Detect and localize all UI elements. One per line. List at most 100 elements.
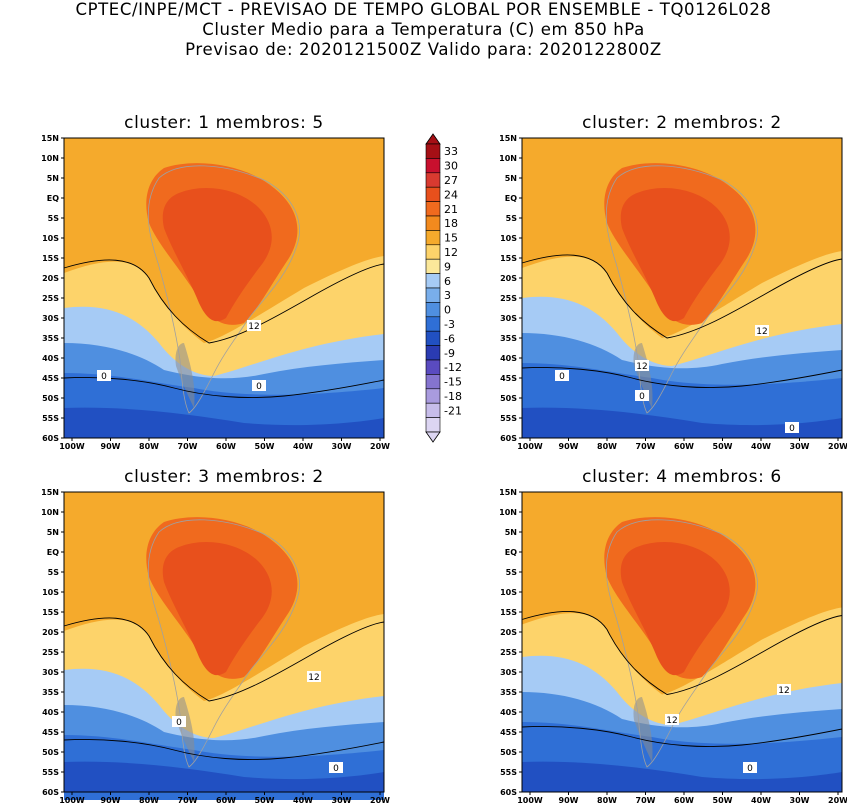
contour-label: 12 <box>308 673 319 683</box>
lat-tick-label: 30S <box>500 668 517 677</box>
contour-line-0 <box>63 739 385 761</box>
contour-label: 0 <box>747 764 753 774</box>
map-area: 12 12 0 15N 10N 5N EQ 5S 10S 15S 20S 25S 30S 35S 40S 45… <box>499 488 847 805</box>
colorbar-label: 24 <box>444 188 458 201</box>
contour-label: 12 <box>666 716 677 726</box>
colorbar-label: 15 <box>444 232 458 245</box>
colorbar-label: -3 <box>444 318 455 331</box>
contour-label: 12 <box>778 686 789 696</box>
colorbar-swatch <box>425 201 441 217</box>
colorbar-swatch <box>425 230 441 246</box>
lat-tick-label: EQ <box>47 548 59 557</box>
colorbar-swatch <box>425 302 441 318</box>
contour-label: 0 <box>559 372 565 382</box>
colorbar-label: 9 <box>444 260 451 273</box>
lon-tick-label: 20W <box>828 796 847 805</box>
contour-label-bg <box>635 390 649 401</box>
lat-tick-label: EQ <box>505 548 517 557</box>
contour-label-bg <box>555 370 569 381</box>
temperature-band-minus6-minus3 <box>522 407 842 438</box>
lat-tick-label: 25S <box>500 648 517 657</box>
colorbar-label: 27 <box>444 174 458 187</box>
lon-tick-label: 30W <box>332 796 352 805</box>
lon-tick-label: 40W <box>751 796 771 805</box>
lon-tick-label: 100W <box>59 442 85 451</box>
contour-line-12 <box>521 611 843 695</box>
panel-2-title: cluster: 2 membros: 2 <box>582 113 782 133</box>
lat-tick-label: 20S <box>500 274 517 283</box>
lon-tick-label: 20W <box>828 442 847 451</box>
lon-tick-label: 40W <box>751 442 771 451</box>
lat-tick-label: 55S <box>42 414 59 423</box>
map-area: 12 0 0 15N 10N 5N EQ 5S 10S 15S 20S 25S 30S 35S 40S 45S… <box>41 134 390 451</box>
lon-tick-label: 100W <box>517 442 543 451</box>
lat-tick-label: 5N <box>47 528 59 537</box>
lon-tick-label: 20W <box>370 442 390 451</box>
lat-tick-label: 15S <box>500 608 517 617</box>
lat-tick-label: 60S <box>500 788 517 797</box>
colorbar-swatch <box>425 244 441 260</box>
colorbar-swatch <box>425 172 441 188</box>
lat-tick-label: 10S <box>500 588 517 597</box>
contour-label: 0 <box>639 392 645 402</box>
contour-label-bg <box>252 380 266 391</box>
lon-tick-label: 20W <box>370 796 390 805</box>
lat-tick-label: 35S <box>500 688 517 697</box>
colorbar-swatch <box>425 417 441 433</box>
lon-tick-label: 80W <box>139 796 159 805</box>
colorbar-swatch <box>425 143 441 159</box>
lat-tick-label: 10N <box>41 154 59 163</box>
map-frame <box>521 137 843 439</box>
colorbar-top-arrow <box>425 133 441 145</box>
lat-tick-label: 15N <box>499 488 517 497</box>
colorbar-label: 6 <box>444 275 451 288</box>
map-panel-cluster-3: 12 0 0 15N 10N 5N EQ 5S 10S 15S 20S 25S 30S 35S 40S 45S… <box>41 488 390 805</box>
south-america-outline <box>605 165 758 414</box>
colorbar-swatch <box>425 402 441 418</box>
lon-tick-label: 40W <box>293 796 313 805</box>
lon-tick-label: 60W <box>216 796 236 805</box>
map-area: 12 0 0 15N 10N 5N EQ 5S 10S 15S 20S 25S 30S 35S 40S 45S… <box>41 488 390 805</box>
lon-tick-label: 50W <box>713 796 733 805</box>
lat-tick-label: 15S <box>42 608 59 617</box>
colorbar-label: 18 <box>444 217 458 230</box>
lat-tick-label: 15N <box>499 134 517 143</box>
lat-tick-label: 50S <box>42 748 59 757</box>
map-panel-cluster-4: 12 12 0 15N 10N 5N EQ 5S 10S 15S 20S 25S 30S 35S 40S 45… <box>499 488 847 805</box>
colorbar-swatch <box>425 345 441 361</box>
map-panel-cluster-2: 12 12 0 0 0 15N 10N 5N EQ 5S 10S 15S 20S 25S 30S 35S 40S… <box>499 134 847 451</box>
contour-label: 12 <box>248 322 259 332</box>
lon-tick-label: 60W <box>216 442 236 451</box>
colorbar-swatch <box>425 215 441 231</box>
lon-tick-label: 80W <box>597 796 617 805</box>
map-frame <box>63 137 385 439</box>
lat-tick-label: 45S <box>42 374 59 383</box>
lon-tick-label: 70W <box>636 442 656 451</box>
colorbar-label: 3 <box>444 289 451 302</box>
lat-tick-label: 45S <box>500 374 517 383</box>
lat-tick-label: 45S <box>500 728 517 737</box>
panel-3-title: cluster: 3 membros: 2 <box>124 467 324 487</box>
contour-label-bg <box>97 370 111 381</box>
lat-tick-label: 30S <box>42 314 59 323</box>
temperature-band-21-24 <box>620 542 730 676</box>
panel-1-title: cluster: 1 membros: 5 <box>124 113 324 133</box>
panel-4-title: cluster: 4 membros: 6 <box>582 467 782 487</box>
lon-tick-label: 50W <box>255 442 275 451</box>
header-line-3: Previsao de: 2020121500Z Valido para: 20… <box>185 40 662 59</box>
colorbar-swatch <box>425 359 441 375</box>
lat-tick-label: 30S <box>500 314 517 323</box>
colorbar-label: 33 <box>444 145 458 158</box>
contour-line-12 <box>63 617 385 702</box>
south-america-outline <box>147 165 300 414</box>
colorbar-swatch <box>425 330 441 346</box>
lon-tick-label: 60W <box>674 796 694 805</box>
colorbar-label: -12 <box>444 361 462 374</box>
lat-tick-label: 5S <box>48 214 60 223</box>
contour-label: 12 <box>636 362 647 372</box>
lat-tick-label: 5S <box>48 568 60 577</box>
colorbar-swatch <box>425 388 441 404</box>
lon-tick-label: 30W <box>790 442 810 451</box>
colorbar-label: -15 <box>444 376 462 389</box>
